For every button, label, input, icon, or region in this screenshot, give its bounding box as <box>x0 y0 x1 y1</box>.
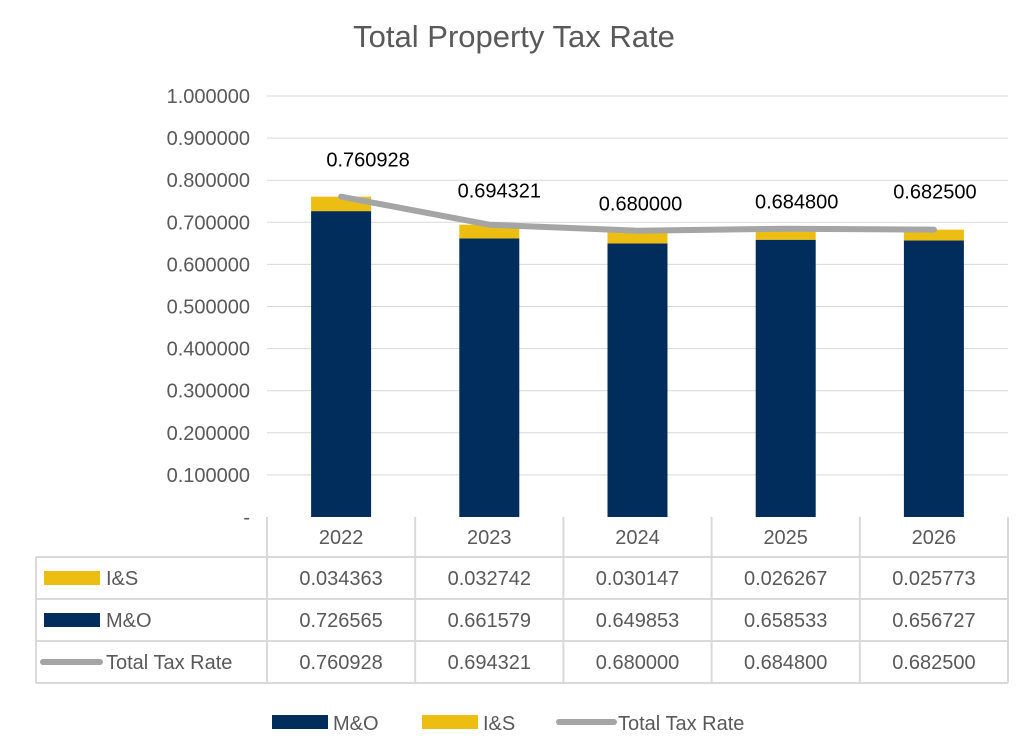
bar-is <box>607 230 668 244</box>
table-cell: 0.026267 <box>744 568 827 590</box>
bar-is <box>755 228 816 240</box>
table-cell: 0.680000 <box>596 652 679 674</box>
table-cell: 0.030147 <box>596 568 679 590</box>
category-label: 2026 <box>912 527 957 549</box>
table-cell: 0.682500 <box>892 652 975 674</box>
table-cell: 0.760928 <box>299 652 382 674</box>
y-tick-label: 0.600000 <box>167 254 250 276</box>
y-tick-label: - <box>243 507 250 529</box>
table-cell: 0.032742 <box>448 568 531 590</box>
y-tick-label: 0.700000 <box>167 212 250 234</box>
chart-title: Total Property Tax Rate <box>353 19 675 54</box>
legend-label: I&S <box>483 713 515 735</box>
bar-is <box>903 229 964 241</box>
y-tick-label: 0.200000 <box>167 423 250 445</box>
y-tick-label: 0.900000 <box>167 128 250 150</box>
data-label: 0.694321 <box>458 181 541 203</box>
legend-key-M&O <box>272 715 328 729</box>
legend-label: Total Tax Rate <box>618 713 744 735</box>
legend-key-I&S <box>422 715 478 729</box>
data-label: 0.680000 <box>599 194 682 216</box>
table-cell: 0.656727 <box>892 610 975 632</box>
bar-mo <box>903 240 964 517</box>
category-label: 2025 <box>763 527 808 549</box>
y-tick-label: 1.000000 <box>167 86 250 108</box>
y-tick-label: 0.800000 <box>167 170 250 192</box>
table-cell: 0.658533 <box>744 610 827 632</box>
bar-mo <box>607 243 668 518</box>
table-cell: 0.661579 <box>448 610 531 632</box>
category-label: 2022 <box>319 527 364 549</box>
table-row-label: Total Tax Rate <box>106 652 232 674</box>
data-label: 0.684800 <box>755 192 838 214</box>
y-tick-label: 0.300000 <box>167 381 250 403</box>
table-cell: 0.684800 <box>744 652 827 674</box>
legend-label: M&O <box>333 713 379 735</box>
table-cell: 0.025773 <box>892 568 975 590</box>
legend-key-I&S <box>44 571 100 585</box>
table-cell: 0.649853 <box>596 610 679 632</box>
bar-mo <box>755 239 816 517</box>
y-tick-label: 0.500000 <box>167 297 250 319</box>
data-label: 0.760928 <box>326 150 409 172</box>
table-row-label: I&S <box>106 568 138 590</box>
y-tick-label: 0.100000 <box>167 465 250 487</box>
table-cell: 0.726565 <box>299 610 382 632</box>
data-label: 0.682500 <box>893 182 976 204</box>
table-row-label: M&O <box>106 610 152 632</box>
bar-mo <box>459 238 520 518</box>
table-cell: 0.034363 <box>299 568 382 590</box>
table-cell: 0.694321 <box>448 652 531 674</box>
category-label: 2023 <box>467 527 512 549</box>
legend-key-M&O <box>44 613 100 627</box>
total-tax-rate-line <box>338 193 937 234</box>
y-tick-label: 0.400000 <box>167 339 250 361</box>
bar-mo <box>311 211 372 517</box>
category-label: 2024 <box>615 527 660 549</box>
